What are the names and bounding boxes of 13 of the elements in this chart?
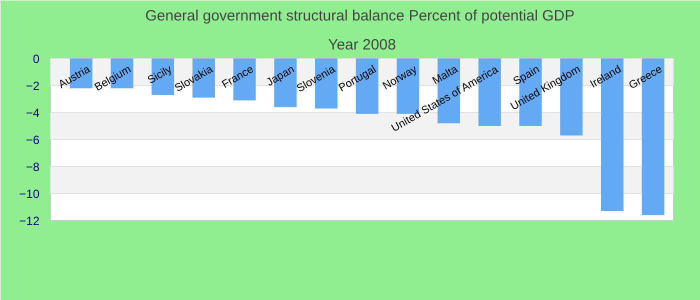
y-tick-label: −4 (26, 106, 40, 120)
y-tick-label: −2 (26, 79, 40, 93)
chart-subtitle: Year 2008 (328, 36, 396, 54)
x-tick-label: Sicily (146, 63, 174, 87)
y-tick-label: −8 (26, 160, 40, 174)
x-tick-label: Malta (430, 62, 461, 88)
y-tick-label: −6 (26, 133, 40, 147)
y-tick-label: −12 (19, 214, 40, 228)
y-tick-label: −10 (19, 187, 40, 201)
chart-title: General government structural balance Percent of potential GDP (145, 8, 575, 24)
x-tick-label: Spain (511, 63, 542, 88)
x-tick-label: Japan (264, 63, 297, 89)
y-tick-label: 0 (32, 52, 40, 66)
